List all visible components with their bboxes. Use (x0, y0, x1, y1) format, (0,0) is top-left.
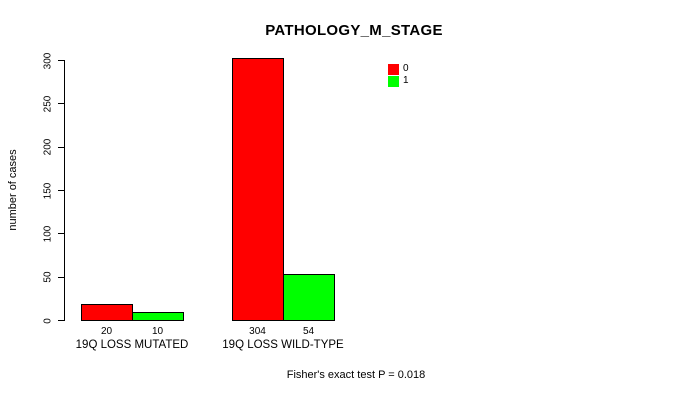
legend-item-1: 1 (388, 75, 409, 87)
y-axis-tick (58, 60, 64, 61)
bar-series-1-group-0 (132, 312, 184, 321)
bar-series-1-group-1 (283, 274, 335, 321)
y-tick-label: 300 (42, 52, 54, 69)
y-tick-label: 0 (42, 317, 54, 324)
y-tick-label: 150 (42, 182, 54, 199)
bar-value-label: 10 (151, 326, 164, 337)
bar-value-label: 54 (302, 326, 315, 337)
legend-swatch-icon (388, 75, 399, 87)
chart-title: PATHOLOGY_M_STAGE (265, 22, 443, 39)
y-axis-tick (58, 190, 64, 191)
legend-label: 1 (403, 75, 409, 86)
bar-series-0-group-0 (81, 304, 133, 321)
y-tick-label: 250 (42, 95, 54, 113)
legend-swatch-icon (388, 63, 399, 75)
y-axis-line (64, 60, 65, 321)
y-axis-tick (58, 233, 64, 235)
category-label: 19Q LOSS WILD-TYPE (222, 339, 344, 351)
category-label: 19Q LOSS MUTATED (75, 339, 189, 351)
legend-item-0: 0 (388, 63, 409, 75)
y-tick-label: 50 (42, 271, 54, 283)
y-axis-tick (58, 146, 64, 148)
y-axis-tick (58, 276, 64, 278)
bar-series-0-group-1 (232, 58, 284, 321)
y-axis-tick (58, 320, 64, 321)
bar-value-label: 20 (100, 326, 113, 337)
fisher-test-annotation: Fisher's exact test P = 0.018 (286, 369, 426, 381)
y-axis-tick (58, 103, 64, 105)
bar-value-label: 304 (249, 326, 266, 337)
y-tick-label: 100 (42, 225, 54, 243)
y-tick-label: 200 (42, 138, 54, 156)
legend-label: 0 (403, 63, 409, 74)
